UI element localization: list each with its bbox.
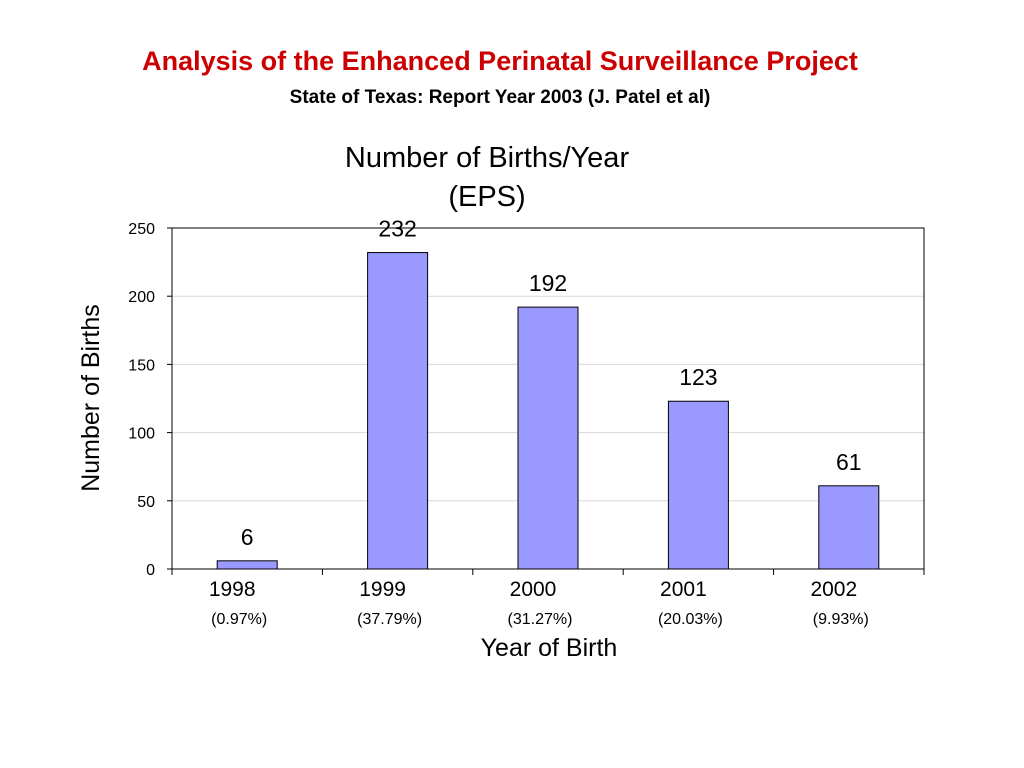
slide-subtitle: State of Texas: Report Year 2003 (J. Pat…	[289, 87, 711, 108]
bar-1998	[216, 560, 278, 570]
data-label-2002: 61	[836, 449, 862, 475]
x-tick-label-2001: 2001	[660, 578, 707, 601]
x-tick-label-2002: 2002	[810, 578, 857, 601]
x-tick-label-1998: 1998	[209, 578, 256, 601]
bar-2000	[517, 306, 579, 570]
x-tick-sublabel-1999: (37.79%)	[357, 611, 422, 628]
y-tick-label: 250	[128, 221, 155, 238]
chart-title-line-2: (EPS)	[448, 181, 525, 213]
y-tick-label: 200	[128, 289, 155, 306]
slide-title: Analysis of the Enhanced Perinatal Surve…	[142, 46, 858, 76]
y-axis-title: Number of Births	[77, 304, 105, 492]
bar-1999	[367, 252, 429, 570]
axes: 0 50 100 150 200 250 1998 (0.97%) 1999 (37.79%) 20…	[128, 221, 925, 628]
data-label-2001: 123	[679, 364, 717, 390]
x-tick-sublabel-1998: (0.97%)	[211, 611, 267, 628]
x-axis-title: Year of Birth	[481, 634, 618, 662]
y-tick-label: 0	[146, 562, 155, 579]
bar-2002	[818, 485, 880, 570]
data-label-1999: 232	[378, 216, 416, 242]
x-tick-sublabel-2001: (20.03%)	[658, 611, 723, 628]
y-tick-label: 50	[137, 494, 155, 511]
x-tick-label-2000: 2000	[510, 578, 557, 601]
x-tick-sublabel-2000: (31.27%)	[508, 611, 573, 628]
x-tick-label-1999: 1999	[359, 578, 406, 601]
y-tick-label: 150	[128, 357, 155, 374]
y-tick-label: 100	[128, 426, 155, 443]
bars: 6 232 192 123 61	[216, 216, 880, 570]
data-label-2000: 192	[529, 270, 567, 296]
plot-area-frame	[171, 227, 925, 570]
bar-2001	[667, 400, 729, 570]
data-label-1998: 6	[241, 524, 254, 550]
x-tick-sublabel-2002: (9.93%)	[813, 611, 869, 628]
chart-title-line-1: Number of Births/Year	[345, 142, 630, 174]
